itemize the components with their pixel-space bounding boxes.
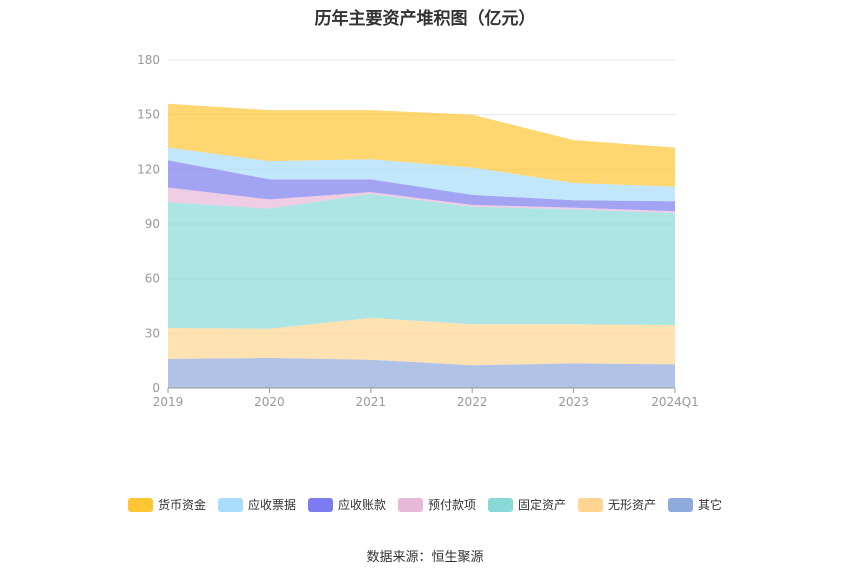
chart-title: 历年主要资产堆积图（亿元）: [314, 9, 536, 29]
y-tick-label: 30: [145, 326, 160, 340]
legend-label: 应收票据: [247, 498, 296, 512]
area-应收账款: [168, 160, 675, 212]
legend-swatch: [217, 497, 243, 512]
legend-label: 其它: [698, 498, 723, 512]
x-tick-label: 2024Q1: [651, 395, 699, 409]
legend-swatch: [127, 497, 153, 512]
y-tick-label: 90: [145, 217, 160, 231]
legend-label: 货币资金: [157, 498, 206, 512]
source-note: 数据来源：恒生聚源: [366, 550, 484, 565]
x-tick-label: 2023: [558, 395, 589, 409]
legend-swatch: [578, 497, 604, 512]
legend-item-应收账款[interactable]: 应收账款: [307, 496, 386, 513]
axes: 0 30 60 90 120 150 180 2019 2020 2021 2022 2023 2024…: [137, 53, 699, 409]
x-tick-label: 2021: [356, 395, 387, 409]
x-tick-label: 2020: [254, 395, 285, 409]
legend-label: 应收账款: [337, 498, 386, 512]
y-tick-label: 60: [145, 272, 160, 286]
y-tick-label: 0: [152, 381, 160, 395]
legend-swatch: [668, 497, 694, 512]
legend-label: 无形资产: [608, 498, 657, 512]
x-tick-label: 2022: [457, 395, 488, 409]
legend-item-应收票据[interactable]: 应收票据: [217, 496, 296, 513]
area-固定资产: [168, 193, 675, 329]
legend-swatch: [488, 497, 513, 512]
x-tick-label: 2019: [153, 395, 184, 409]
area-series: [168, 103, 675, 388]
area-货币资金: [168, 103, 675, 187]
legend-item-预付款项[interactable]: 预付款项: [397, 496, 476, 513]
legend-item-其它[interactable]: 其它: [668, 496, 722, 513]
area-无形资产: [168, 317, 675, 366]
y-tick-label: 180: [137, 53, 160, 67]
legend-item-货币资金[interactable]: 货币资金: [127, 496, 206, 513]
area-其它: [168, 357, 675, 388]
area-预付款项: [168, 187, 675, 214]
legend-swatch: [397, 497, 423, 512]
legend-item-无形资产[interactable]: 无形资产: [578, 496, 656, 513]
area-应收票据: [168, 147, 675, 202]
legend-label: 固定资产: [518, 498, 567, 512]
legend-swatch: [307, 497, 333, 512]
y-tick-label: 150: [137, 108, 160, 122]
legend-label: 预付款项: [427, 498, 476, 512]
y-tick-label: 120: [137, 162, 160, 176]
legend-item-固定资产[interactable]: 固定资产: [488, 496, 566, 513]
legend: 货币资金 应收票据 应收账款 预付款项 固定资产 无形资产 其它: [0, 496, 850, 513]
